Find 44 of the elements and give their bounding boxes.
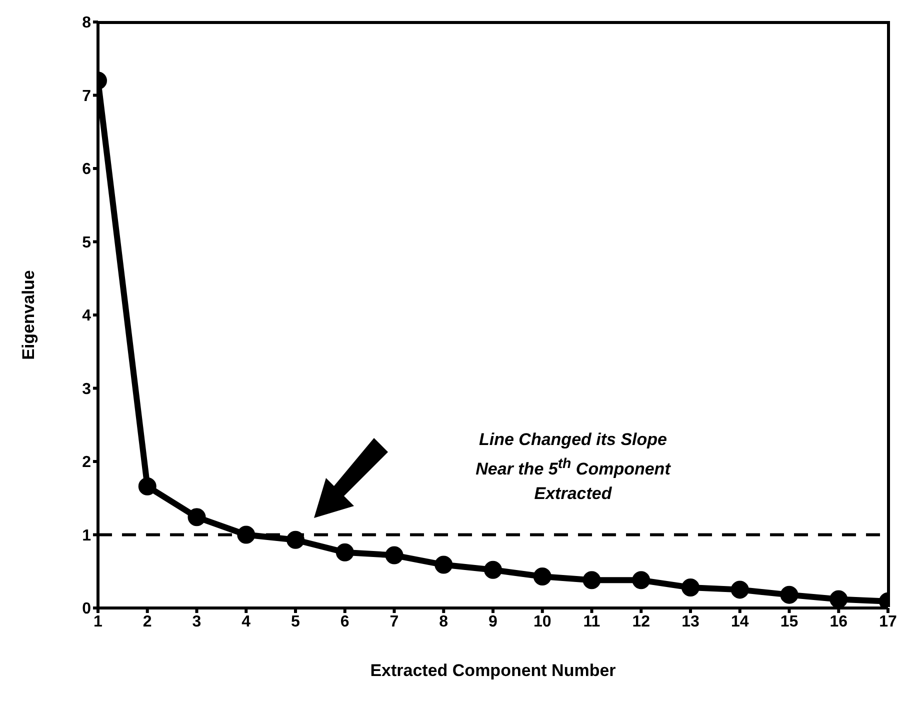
y-tick-label: 5 <box>82 234 92 252</box>
y-tick-label: 3 <box>82 380 92 398</box>
y-tick-label: 4 <box>82 308 92 325</box>
x-tick-label: 17 <box>879 613 897 630</box>
point <box>286 530 304 549</box>
x-axis-title: Extracted Component Number <box>370 661 616 680</box>
point <box>385 546 404 564</box>
x-tick-label: 2 <box>142 613 152 630</box>
x-tick-label: 6 <box>340 613 350 630</box>
y-axis-title: Eigenvalue <box>19 270 38 360</box>
point <box>830 590 848 608</box>
point <box>730 580 749 599</box>
y-tick-label: 1 <box>82 527 92 544</box>
point <box>484 560 502 579</box>
y-tick-label: 7 <box>82 88 92 105</box>
x-tick-label: 1 <box>94 613 103 630</box>
point <box>582 571 601 590</box>
point <box>138 477 156 496</box>
x-tick-label: 9 <box>488 613 498 630</box>
x-tick-label: 10 <box>533 613 552 630</box>
point <box>780 586 798 604</box>
y-tick-label: 0 <box>82 600 92 618</box>
x-tick-label: 14 <box>730 613 749 630</box>
x-tick-label: 5 <box>291 613 300 630</box>
x-tick-label: 16 <box>830 613 848 630</box>
annotation: Line Changed its Slope Near the 5$^{th}$ Component Extracted <box>474 429 672 505</box>
point <box>682 578 700 596</box>
x-tick-label: 13 <box>682 613 700 630</box>
point <box>434 556 453 574</box>
point <box>237 526 256 544</box>
y-tick-label: 2 <box>82 454 92 472</box>
x-tick-label: 12 <box>632 613 650 630</box>
x-tick-label: 11 <box>583 613 600 630</box>
x-tick-label: 3 <box>192 613 202 630</box>
x-tick-label: 8 <box>439 613 448 630</box>
y-tick-label: 6 <box>82 161 92 178</box>
x-tick-label: 4 <box>242 613 251 630</box>
y-tick-label: 8 <box>82 14 92 32</box>
point <box>188 508 206 526</box>
x-tick-label: 7 <box>390 613 399 630</box>
x-tick-label: 15 <box>780 613 798 630</box>
point <box>336 543 354 562</box>
point <box>632 571 650 590</box>
point <box>533 568 552 586</box>
